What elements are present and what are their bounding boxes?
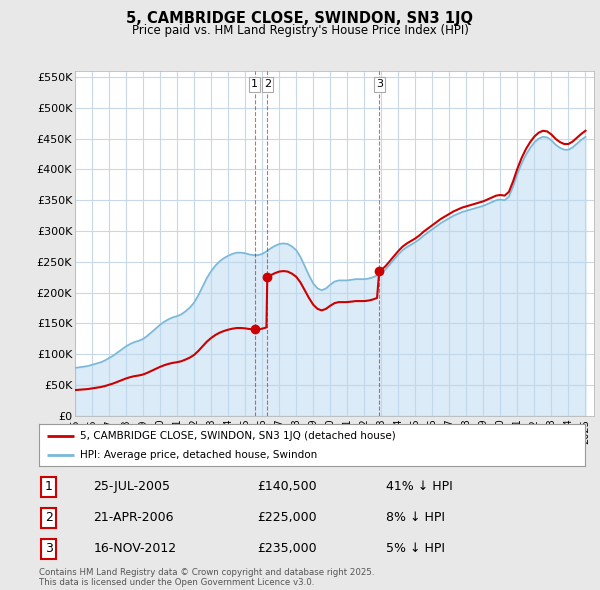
Text: Contains HM Land Registry data © Crown copyright and database right 2025.
This d: Contains HM Land Registry data © Crown c…	[39, 568, 374, 587]
Text: £235,000: £235,000	[257, 542, 317, 555]
Text: 41% ↓ HPI: 41% ↓ HPI	[377, 480, 452, 493]
Text: 8% ↓ HPI: 8% ↓ HPI	[377, 511, 445, 525]
Text: HPI: Average price, detached house, Swindon: HPI: Average price, detached house, Swin…	[80, 451, 317, 460]
Text: 5% ↓ HPI: 5% ↓ HPI	[377, 542, 445, 555]
Text: 3: 3	[376, 80, 383, 90]
Text: £225,000: £225,000	[257, 511, 317, 525]
Text: 3: 3	[45, 542, 53, 555]
Text: 16-NOV-2012: 16-NOV-2012	[94, 542, 177, 555]
Text: 25-JUL-2005: 25-JUL-2005	[94, 480, 170, 493]
Text: 2: 2	[45, 511, 53, 525]
Text: 1: 1	[251, 80, 258, 90]
Text: 5, CAMBRIDGE CLOSE, SWINDON, SN3 1JQ (detached house): 5, CAMBRIDGE CLOSE, SWINDON, SN3 1JQ (de…	[80, 431, 396, 441]
Text: 1: 1	[45, 480, 53, 493]
Text: 5, CAMBRIDGE CLOSE, SWINDON, SN3 1JQ: 5, CAMBRIDGE CLOSE, SWINDON, SN3 1JQ	[127, 11, 473, 25]
Text: 21-APR-2006: 21-APR-2006	[94, 511, 174, 525]
Text: 2: 2	[264, 80, 271, 90]
Text: Price paid vs. HM Land Registry's House Price Index (HPI): Price paid vs. HM Land Registry's House …	[131, 24, 469, 37]
Text: £140,500: £140,500	[257, 480, 317, 493]
